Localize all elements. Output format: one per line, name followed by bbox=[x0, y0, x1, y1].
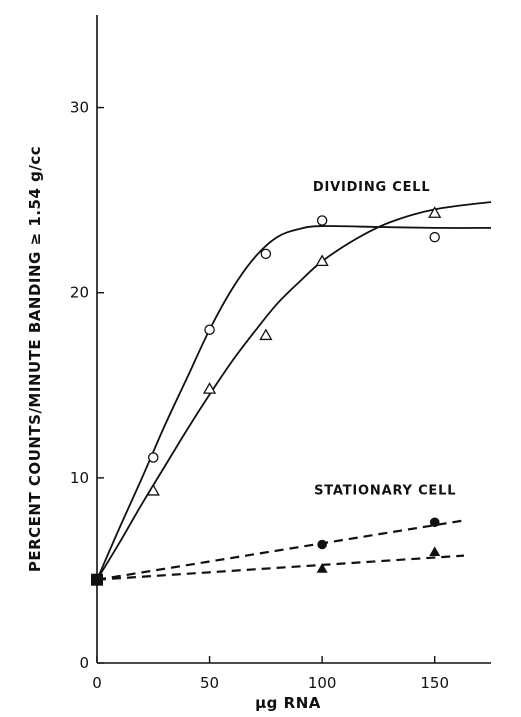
x-axis-label: μg RNA bbox=[255, 694, 321, 712]
series-1-point-5 bbox=[428, 206, 442, 218]
y-tick-label-0: 0 bbox=[79, 654, 89, 672]
series-3-point-2 bbox=[429, 546, 441, 557]
x-tick-label-3: 150 bbox=[420, 674, 449, 692]
annotation-dividing-cell: DIVIDING CELL bbox=[313, 180, 431, 195]
series-1-point-1 bbox=[146, 484, 160, 496]
series-1-point-3 bbox=[259, 328, 273, 341]
series-2-point-1 bbox=[317, 539, 327, 550]
series-3-point-1 bbox=[316, 563, 328, 573]
series-0-line bbox=[96, 225, 492, 581]
series-0-point-3 bbox=[260, 248, 272, 260]
labels: μg RNA PERCENT COUNTS/MINUTE BANDING ≥ 1… bbox=[26, 146, 456, 712]
series-1-point-2 bbox=[202, 382, 217, 394]
markers bbox=[91, 206, 442, 586]
y-tick-label-1: 10 bbox=[70, 469, 89, 487]
y-tick-label-3: 30 bbox=[70, 99, 89, 117]
annotation-stationary-cell: STATIONARY CELL bbox=[314, 484, 456, 499]
series-0-point-2 bbox=[204, 324, 215, 335]
x-tick-label-1: 50 bbox=[200, 674, 219, 692]
series-0-point-4 bbox=[316, 215, 328, 226]
x-tick-label-0: 0 bbox=[92, 674, 102, 692]
x-tick-label-2: 100 bbox=[308, 674, 337, 692]
series-3-line bbox=[96, 554, 465, 581]
series-2-point-2 bbox=[429, 517, 440, 528]
axes: 0 50 100 150 0 10 20 30 bbox=[70, 15, 491, 692]
series-0-point-1 bbox=[148, 452, 159, 463]
y-axis-label: PERCENT COUNTS/MINUTE BANDING ≥ 1.54 g/c… bbox=[26, 146, 44, 572]
series-2-line bbox=[96, 519, 465, 581]
y-tick-label-2: 20 bbox=[70, 284, 89, 302]
series-0-point-5 bbox=[429, 231, 440, 243]
series-1-point-4 bbox=[315, 254, 329, 267]
origin-point bbox=[91, 573, 103, 586]
